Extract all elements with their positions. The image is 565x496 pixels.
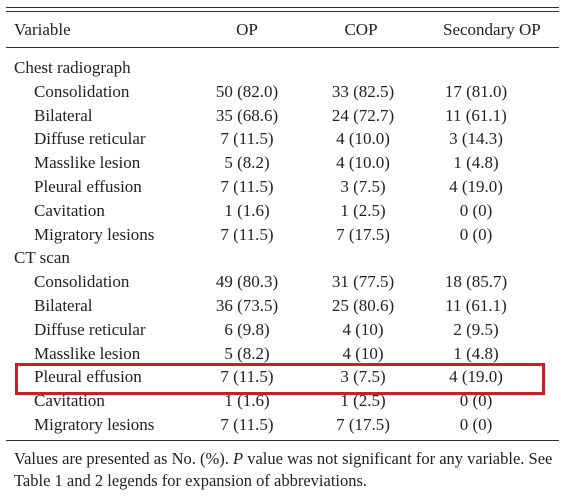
row-label: Consolidation [34, 81, 130, 101]
header-cell: COP [344, 20, 378, 39]
row-label: Diffuse reticular [34, 129, 146, 149]
row-label: Cavitation [34, 200, 105, 220]
row-label: Diffuse reticular [34, 319, 146, 339]
section-title: CT scan [14, 248, 70, 268]
cell: 0 (0) [459, 391, 493, 411]
cell: 0 (0) [459, 200, 493, 220]
cell: 6 (9.8) [224, 319, 270, 339]
cell: 49 (80.3) [215, 272, 279, 292]
cell: 1 (1.6) [224, 200, 270, 220]
cell: 7 (11.5) [220, 415, 274, 434]
highlight-box [15, 363, 545, 395]
cell: 1 (4.8) [453, 153, 499, 173]
cell: 5 (8.2) [224, 153, 270, 173]
cell: 11 (61.1) [445, 296, 507, 315]
row-label: Cavitation [34, 391, 105, 411]
footnote-text: Values are presented as No. (%). [14, 449, 229, 468]
section-title: Chest radiograph [14, 58, 131, 77]
cell: 31 (77.5) [331, 272, 395, 292]
header-cell: Variable [14, 20, 71, 39]
cell: 35 (68.6) [215, 105, 279, 125]
cell: 1 (4.8) [453, 343, 499, 363]
cell: 7 (17.5) [336, 224, 390, 244]
row-label: Bilateral [34, 296, 93, 315]
cell: 7 (11.5) [220, 177, 274, 196]
row-label: Migratory lesions [34, 415, 155, 434]
row-label: Pleural effusion [34, 177, 142, 196]
cell: 3 (7.5) [340, 177, 386, 196]
cell: 2 (9.5) [453, 319, 499, 339]
row-label: Migratory lesions [34, 224, 155, 244]
row-label: Pleural effusion [34, 367, 142, 387]
cell: 0 (0) [459, 415, 493, 434]
footnote: Values are presented as No. (%). P value… [14, 448, 554, 492]
cell: 4 (10) [342, 319, 384, 339]
cell: 11 (61.1) [445, 105, 507, 125]
row-label: Bilateral [34, 105, 93, 125]
cell: 18 (85.7) [444, 272, 508, 292]
footnote-text: P [233, 449, 244, 468]
cell: 7 (17.5) [336, 415, 390, 434]
cell: 1 (2.5) [340, 391, 386, 411]
cell: 7 (11.5) [220, 129, 274, 149]
rule [6, 440, 559, 441]
rule [6, 7, 559, 8]
cell: 3 (7.5) [340, 367, 386, 387]
row-label: Consolidation [34, 272, 130, 292]
cell: 36 (73.5) [215, 296, 279, 315]
cell: 50 (82.0) [215, 81, 279, 101]
rule [6, 47, 559, 48]
cell: 33 (82.5) [331, 81, 395, 101]
cell: 4 (10.0) [336, 129, 390, 149]
cell: 1 (2.5) [340, 200, 386, 220]
footnote-text: value was not significant for any variab… [14, 449, 553, 490]
cell: 25 (80.6) [331, 296, 395, 315]
cell: 7 (11.5) [220, 224, 274, 244]
cell: 5 (8.2) [224, 343, 270, 363]
cell: 1 (1.6) [224, 391, 270, 411]
cell: 0 (0) [459, 224, 493, 244]
cell: 7 (11.5) [220, 367, 274, 387]
cell: 3 (14.3) [449, 129, 503, 149]
header-cell: Secondary OP [443, 20, 541, 39]
cell: 24 (72.7) [331, 105, 395, 125]
cell: 17 (81.0) [444, 81, 508, 101]
row-label: Masslike lesion [34, 153, 141, 173]
cell: 4 (10.0) [336, 153, 390, 173]
cell: 4 (19.0) [449, 367, 503, 387]
rule [6, 11, 559, 12]
cell: 4 (10) [342, 343, 384, 363]
cell: 4 (19.0) [449, 177, 503, 196]
row-label: Masslike lesion [34, 343, 141, 363]
header-cell: OP [236, 20, 258, 39]
